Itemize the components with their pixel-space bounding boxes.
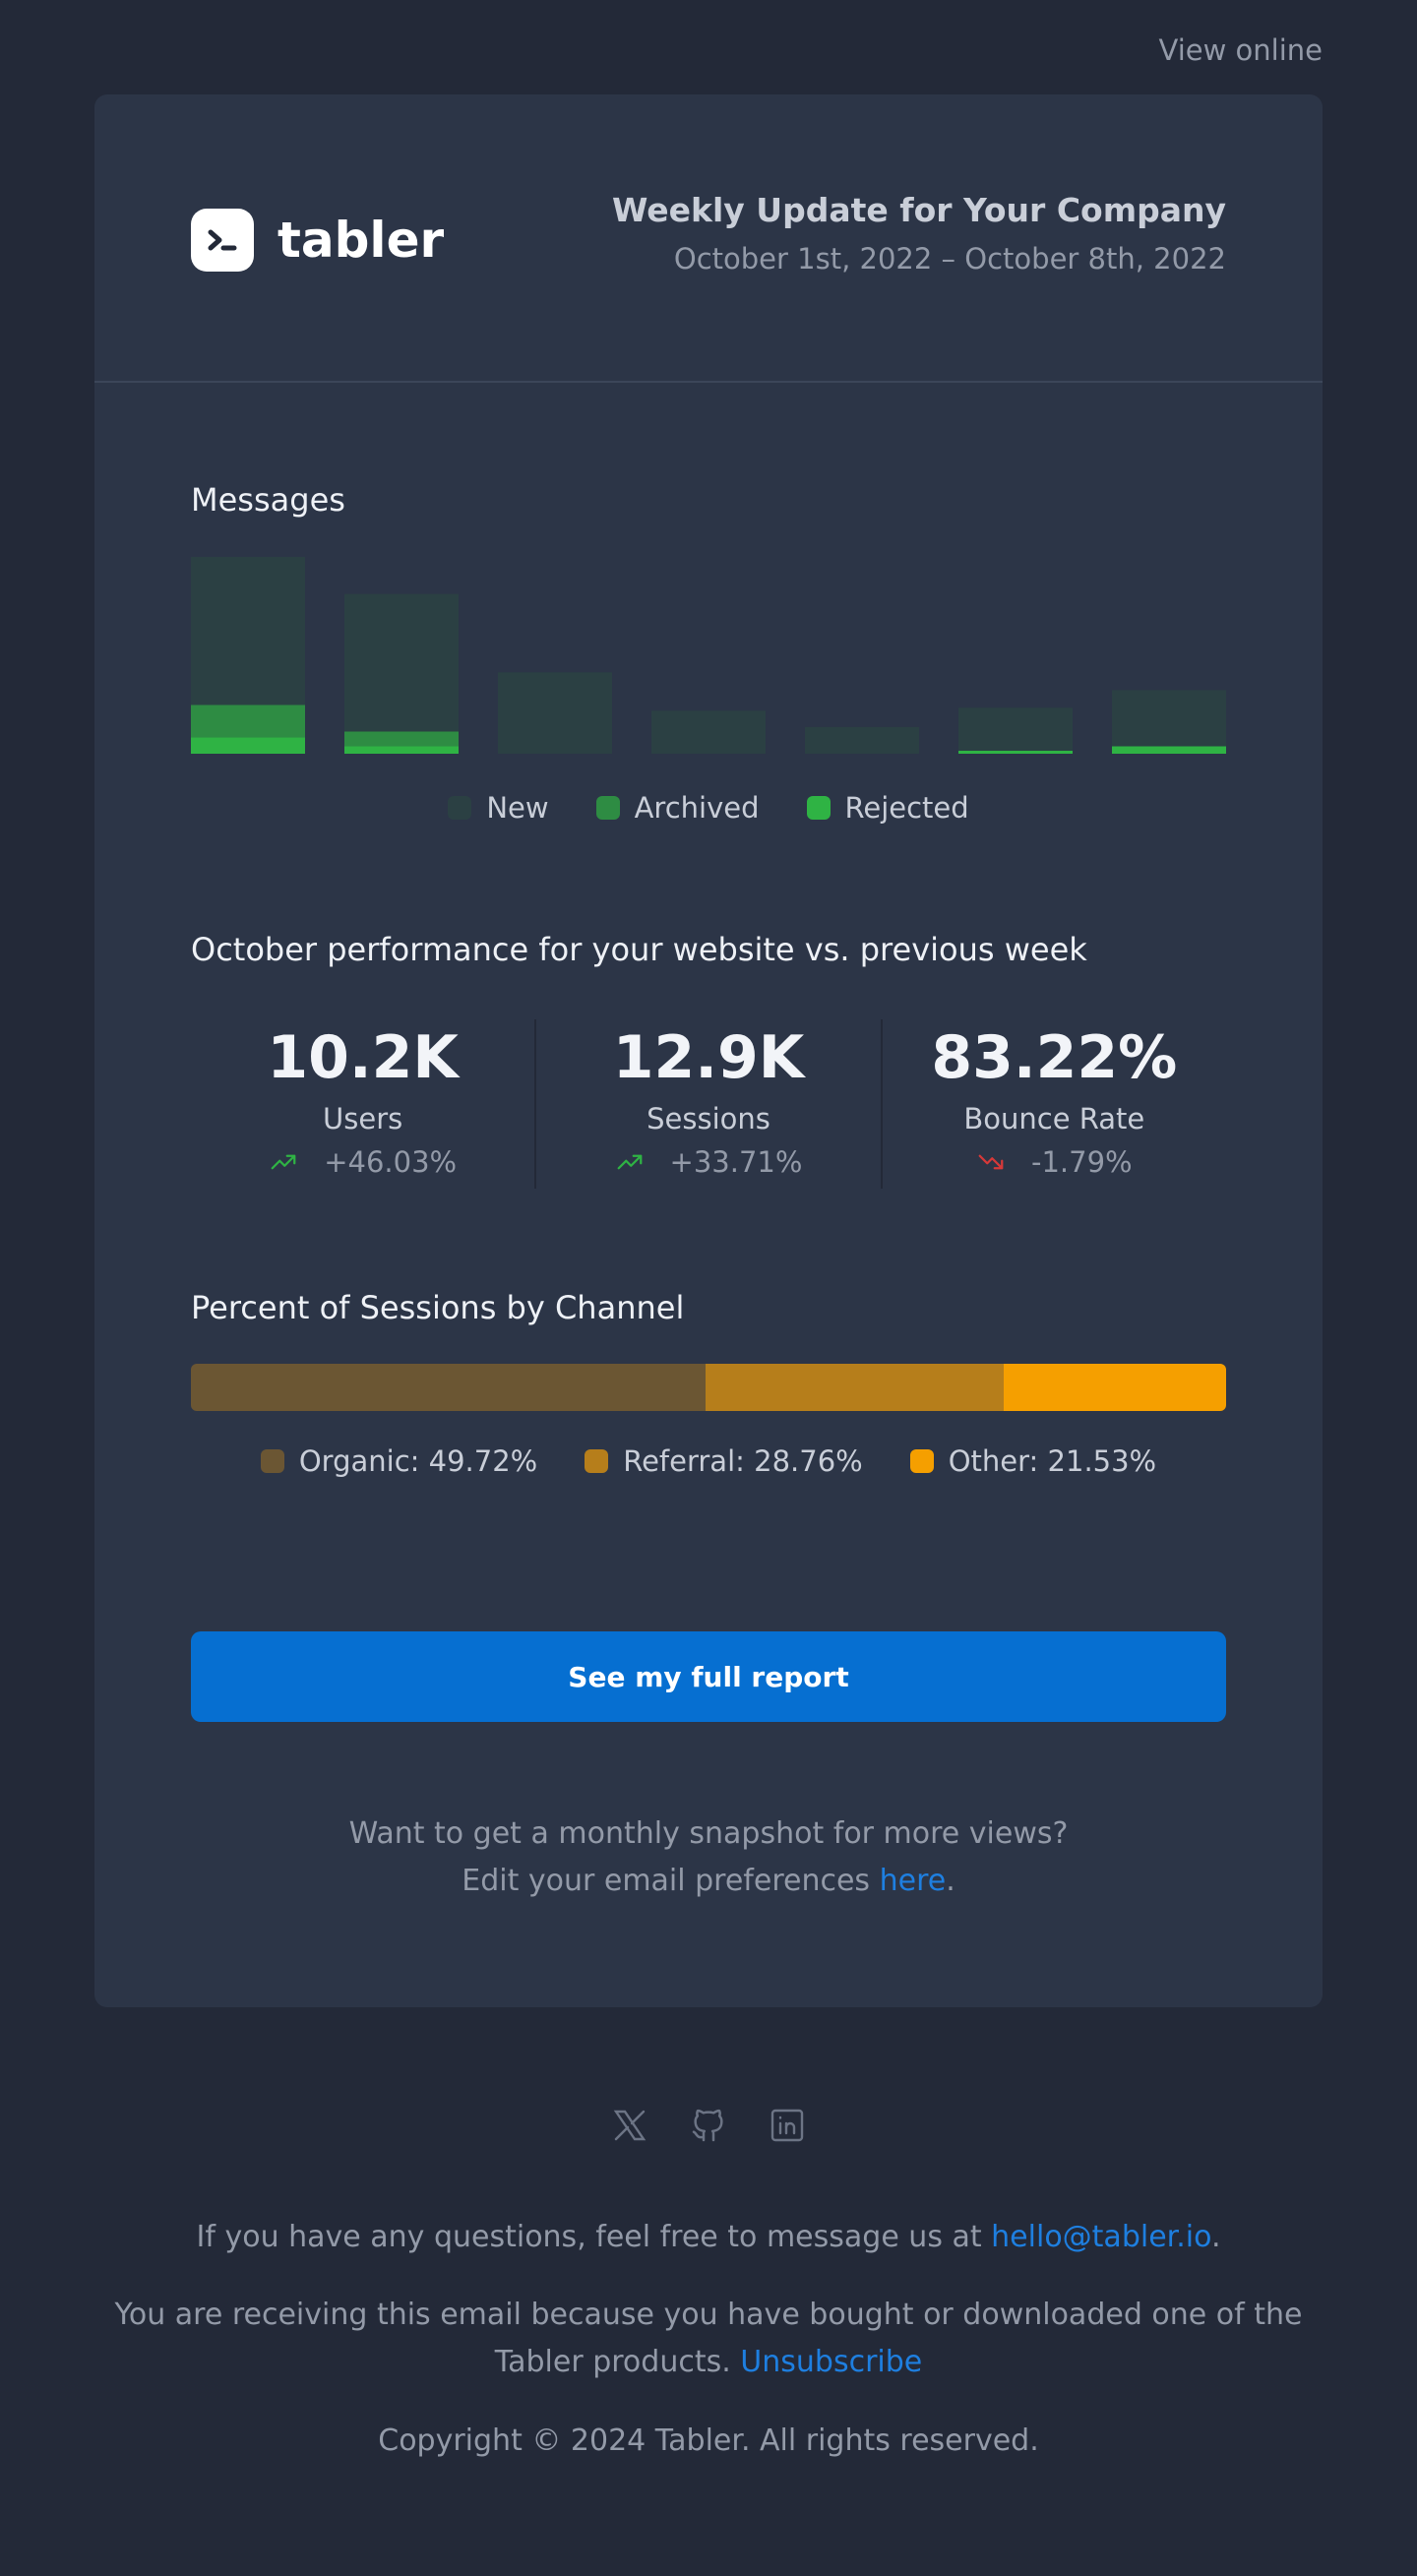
trending-up-icon [271, 1154, 296, 1170]
preferences-text: Edit your email preferences [462, 1864, 880, 1898]
channel-legend: Organic: 49.72% Referral: 28.76% Other: 21… [94, 1444, 1323, 1478]
messages-legend-swatch [595, 796, 620, 820]
channel-legend-label: Organic: 49.72% [298, 1444, 538, 1478]
channel-segment [706, 1364, 1004, 1411]
bar-new-2 [344, 593, 459, 732]
email-header: tabler Weekly Update for Your Company Oc… [94, 94, 1323, 383]
preferences-here-link[interactable]: here [879, 1864, 947, 1898]
trending-up-icon [617, 1154, 642, 1170]
bar-rejected-2 [344, 746, 459, 754]
channel-legend-label: Other: 21.53% [948, 1444, 1157, 1478]
bar-new-4 [651, 710, 766, 754]
messages-legend-label: Rejected [844, 791, 969, 825]
channel-legend-swatch [909, 1449, 934, 1473]
messages-legend-item: Archived [595, 791, 760, 825]
messages-legend: New Archived Rejected [94, 791, 1323, 825]
messages-legend-swatch [448, 796, 472, 820]
channel-legend-label: Referral: 28.76% [623, 1444, 863, 1478]
bar-new-5 [805, 726, 919, 754]
contact-email-link[interactable]: hello@tabler.io [991, 2220, 1211, 2254]
performance-title: October performance for your website vs.… [191, 931, 1087, 968]
stat-value: 83.22% [931, 1023, 1178, 1092]
receiving-text: You are receiving this email because you… [94, 2292, 1323, 2386]
channel-bar [191, 1364, 1226, 1411]
bar-archived-1 [191, 705, 305, 738]
snapshot-line-1: Want to get a monthly snapshot for more … [348, 1816, 1069, 1851]
email-card: tabler Weekly Update for Your Company Oc… [94, 94, 1323, 2007]
stat-change-value: -1.79% [1031, 1145, 1133, 1179]
channel-legend-item: Organic: 49.72% [260, 1444, 538, 1478]
messages-legend-label: New [486, 791, 549, 825]
receiving-reason: You are receiving this email because you… [114, 2298, 1303, 2379]
performance-stats: 10.2K Users +46.03% 12.9K Sessions +33.71% 83.… [191, 1019, 1226, 1189]
unsubscribe-link[interactable]: Unsubscribe [740, 2345, 923, 2379]
stat-change: +33.71% [536, 1145, 880, 1179]
questions-suffix: . [1210, 2220, 1221, 2254]
stat-bounce-rate: 83.22% Bounce Rate -1.79% [880, 1019, 1226, 1189]
date-range: October 1st, 2022 – October 8th, 2022 [673, 242, 1226, 276]
bar-rejected-1 [191, 737, 305, 754]
messages-legend-item: Rejected [806, 791, 969, 825]
channel-legend-item: Other: 21.53% [909, 1444, 1157, 1478]
questions-text: If you have any questions, feel free to … [94, 2214, 1323, 2261]
messages-legend-label: Archived [634, 791, 760, 825]
x-icon[interactable] [610, 2106, 649, 2145]
logo-text: tabler [277, 212, 445, 269]
github-icon[interactable] [689, 2106, 728, 2145]
bar-new-1 [191, 557, 305, 705]
copyright: Copyright © 2024 Tabler. All rights rese… [378, 2423, 1039, 2458]
bar-rejected-6 [958, 750, 1073, 754]
preferences-suffix: . [946, 1864, 955, 1898]
bar-rejected-7 [1112, 746, 1226, 754]
social-links [0, 2106, 1417, 2145]
bar-new-3 [498, 672, 612, 754]
linkedin-icon[interactable] [768, 2106, 807, 2145]
stat-users: 10.2K Users +46.03% [191, 1019, 534, 1189]
messages-title: Messages [191, 481, 345, 519]
see-full-report-button[interactable]: See my full report [191, 1631, 1226, 1722]
stat-change-value: +33.71% [669, 1145, 803, 1179]
stat-sessions: 12.9K Sessions +33.71% [534, 1019, 880, 1189]
terminal-logo-icon [191, 209, 254, 272]
channel-segment [1003, 1364, 1226, 1411]
view-online-link[interactable]: View online [1158, 33, 1324, 67]
channel-segment [191, 1364, 707, 1411]
messages-chart [191, 557, 1226, 754]
bar-new-7 [1112, 690, 1226, 747]
channel-legend-item: Referral: 28.76% [585, 1444, 863, 1478]
snapshot-text: Want to get a monthly snapshot for more … [94, 1810, 1323, 1905]
bar-archived-2 [344, 731, 459, 747]
email-title: Weekly Update for Your Company [612, 191, 1226, 229]
stat-change: -1.79% [883, 1145, 1226, 1179]
bar-new-6 [958, 707, 1073, 751]
stat-label: Users [323, 1102, 403, 1135]
channel-legend-swatch [585, 1449, 609, 1473]
stat-change-value: +46.03% [324, 1145, 458, 1179]
messages-legend-swatch [806, 796, 831, 820]
channels-title: Percent of Sessions by Channel [191, 1289, 685, 1326]
messages-legend-item: New [448, 791, 549, 825]
stat-label: Bounce Rate [963, 1102, 1145, 1135]
questions-prefix: If you have any questions, feel free to … [196, 2220, 992, 2254]
snapshot-line-2: Edit your email preferences here. [94, 1858, 1323, 1905]
trending-down-icon [978, 1154, 1004, 1170]
stat-label: Sessions [647, 1102, 770, 1135]
stat-value: 12.9K [612, 1023, 805, 1092]
stat-change: +46.03% [191, 1145, 534, 1179]
stat-value: 10.2K [267, 1023, 459, 1092]
channel-legend-swatch [260, 1449, 284, 1473]
tabler-logo[interactable]: tabler [191, 209, 444, 272]
